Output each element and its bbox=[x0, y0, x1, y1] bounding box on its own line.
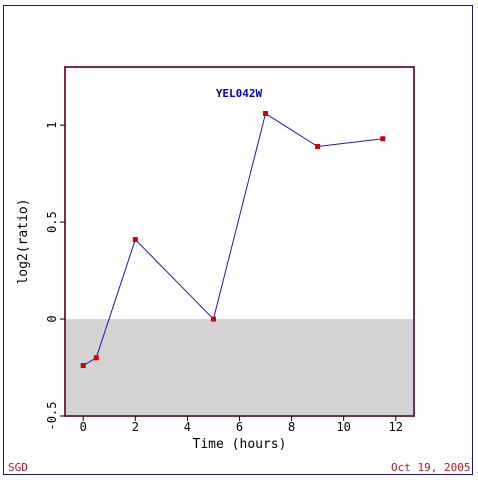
footer-date: Oct 19, 2005 bbox=[391, 461, 471, 474]
y-tick-label: 0 bbox=[45, 315, 59, 322]
data-point bbox=[93, 355, 99, 361]
x-tick-label: 8 bbox=[288, 420, 295, 434]
data-point bbox=[380, 136, 386, 142]
y-tick-label: -0.5 bbox=[45, 402, 59, 431]
data-point bbox=[132, 237, 138, 243]
footer-source: SGD bbox=[8, 461, 28, 474]
x-tick-label: 4 bbox=[184, 420, 191, 434]
y-tick-label: 0.5 bbox=[45, 211, 59, 233]
data-point bbox=[80, 363, 86, 369]
negative-region-shade bbox=[65, 319, 414, 416]
data-point bbox=[263, 111, 269, 117]
x-tick-label: 0 bbox=[80, 420, 87, 434]
axes-layer: 0 2 4 6 8 10 12 -0.5 0 0.5 1 bbox=[45, 122, 403, 434]
y-tick-label: 1 bbox=[45, 122, 59, 129]
x-axis-label: Time (hours) bbox=[193, 437, 287, 452]
series-layer bbox=[80, 111, 386, 369]
x-tick-label: 10 bbox=[336, 420, 350, 434]
x-tick-label: 12 bbox=[389, 420, 403, 434]
y-axis-label: log2(ratio) bbox=[16, 198, 31, 284]
x-tick-label: 6 bbox=[236, 420, 243, 434]
data-point bbox=[315, 143, 321, 149]
chart-title: YEL042W bbox=[216, 87, 263, 100]
x-tick-label: 2 bbox=[132, 420, 139, 434]
data-point bbox=[210, 316, 216, 322]
